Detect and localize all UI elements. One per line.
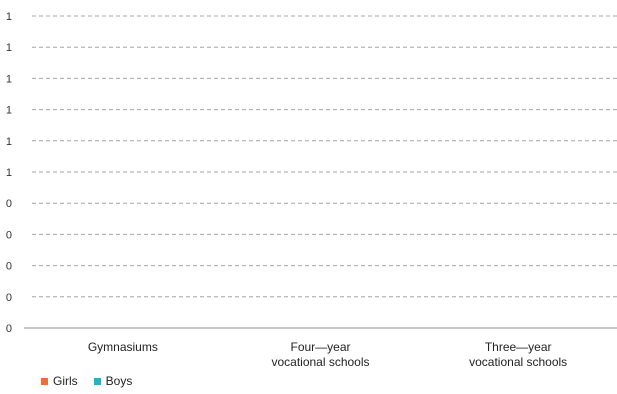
x-category-label: Three—year vocational schools [469, 340, 567, 369]
y-tick-label: 1 [6, 42, 12, 54]
legend-item-girls: Girls [41, 374, 78, 388]
legend-swatch-boys [93, 377, 101, 385]
y-tick-label: 0 [6, 261, 12, 273]
legend-label-girls: Girls [53, 374, 78, 388]
y-tick-label: 0 [6, 292, 12, 304]
chart-legend: Girls Boys [41, 374, 132, 388]
y-tick-label: 1 [6, 11, 12, 23]
y-tick-label: 0 [6, 323, 12, 335]
x-category-label: Four—year vocational schools [271, 340, 369, 369]
y-tick-label: 1 [6, 167, 12, 179]
legend-item-boys: Boys [93, 374, 133, 388]
y-tick-label: 0 [6, 229, 12, 241]
legend-swatch-girls [41, 377, 48, 385]
legend-label-boys: Boys [105, 374, 133, 388]
y-tick-label: 1 [6, 73, 12, 85]
y-tick-label: 1 [6, 136, 12, 148]
x-category-label: Gymnasiums [88, 340, 158, 354]
y-tick-label: 1 [6, 105, 12, 117]
y-tick-label: 0 [6, 198, 12, 210]
